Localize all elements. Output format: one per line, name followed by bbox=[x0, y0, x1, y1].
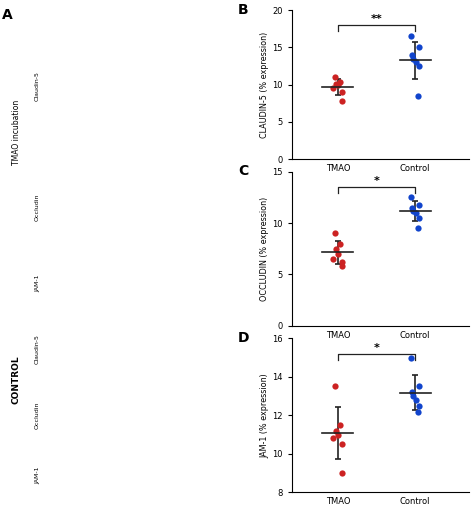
Point bbox=[410, 207, 417, 215]
Point bbox=[329, 434, 337, 442]
Text: C: C bbox=[238, 164, 248, 178]
Point bbox=[331, 229, 338, 237]
Point bbox=[415, 408, 422, 416]
Y-axis label: OCCLUDIN (% expression): OCCLUDIN (% expression) bbox=[260, 196, 269, 301]
Point bbox=[338, 469, 346, 477]
Point bbox=[412, 58, 420, 66]
Point bbox=[332, 427, 339, 435]
Point bbox=[415, 92, 422, 100]
Point bbox=[408, 51, 416, 59]
Point bbox=[416, 43, 423, 52]
Text: JAM-1: JAM-1 bbox=[35, 467, 40, 484]
Text: A: A bbox=[2, 8, 13, 22]
Point bbox=[407, 32, 415, 40]
Text: *: * bbox=[374, 343, 380, 353]
Text: JAM-1: JAM-1 bbox=[35, 275, 40, 292]
Point bbox=[416, 200, 423, 209]
Point bbox=[331, 382, 338, 390]
Point bbox=[410, 392, 417, 400]
Text: **: ** bbox=[371, 14, 383, 24]
Point bbox=[407, 193, 415, 201]
Point bbox=[334, 250, 342, 258]
Point bbox=[338, 88, 346, 96]
Text: Occludin: Occludin bbox=[35, 193, 40, 221]
Text: Claudin-5: Claudin-5 bbox=[35, 334, 40, 365]
Point bbox=[412, 209, 420, 217]
Point bbox=[337, 239, 344, 247]
Point bbox=[416, 62, 423, 70]
Point bbox=[408, 204, 416, 212]
Point bbox=[329, 255, 337, 263]
Point bbox=[338, 258, 346, 266]
Point bbox=[337, 78, 344, 86]
Point bbox=[331, 73, 338, 81]
Point bbox=[407, 354, 415, 362]
Text: Claudin-5: Claudin-5 bbox=[35, 71, 40, 100]
Point bbox=[412, 396, 420, 404]
Text: B: B bbox=[238, 3, 249, 17]
Point bbox=[338, 97, 346, 105]
Point bbox=[334, 81, 342, 89]
Text: Occludin: Occludin bbox=[35, 402, 40, 429]
Point bbox=[416, 214, 423, 222]
Text: TMAO incubation: TMAO incubation bbox=[12, 100, 20, 165]
Y-axis label: CLAUDIN-5 (% expression): CLAUDIN-5 (% expression) bbox=[260, 31, 269, 138]
Point bbox=[332, 245, 339, 253]
Text: CONTROL: CONTROL bbox=[12, 356, 20, 405]
Point bbox=[416, 401, 423, 410]
Text: D: D bbox=[238, 331, 250, 344]
Point bbox=[408, 388, 416, 396]
Point bbox=[329, 84, 337, 92]
Point bbox=[334, 431, 342, 439]
Point bbox=[416, 382, 423, 390]
Point bbox=[337, 421, 344, 429]
Point bbox=[415, 224, 422, 232]
Point bbox=[332, 80, 339, 88]
Point bbox=[338, 262, 346, 270]
Text: *: * bbox=[374, 176, 380, 186]
Point bbox=[338, 440, 346, 448]
Point bbox=[410, 55, 417, 63]
Y-axis label: JAM-1 (% expression): JAM-1 (% expression) bbox=[260, 373, 269, 458]
